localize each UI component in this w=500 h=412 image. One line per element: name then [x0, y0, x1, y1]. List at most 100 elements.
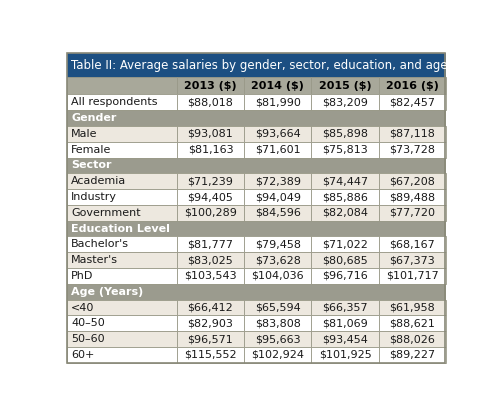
Text: Bachelor's: Bachelor's — [71, 239, 129, 249]
Text: $80,685: $80,685 — [322, 255, 368, 265]
Text: Gender: Gender — [71, 113, 117, 123]
Text: $67,208: $67,208 — [390, 176, 436, 186]
Bar — [312, 331, 379, 347]
Text: $81,990: $81,990 — [255, 97, 300, 107]
Bar — [312, 316, 379, 331]
Text: $81,777: $81,777 — [188, 239, 234, 249]
Text: $84,596: $84,596 — [255, 208, 300, 218]
Bar — [312, 236, 379, 252]
Bar — [67, 268, 177, 284]
Text: Sector: Sector — [71, 160, 112, 171]
Bar — [67, 94, 177, 110]
Text: $87,118: $87,118 — [390, 129, 436, 139]
Text: $102,924: $102,924 — [252, 350, 304, 360]
Text: $82,903: $82,903 — [188, 318, 234, 328]
Bar — [379, 173, 446, 189]
Bar — [177, 205, 244, 221]
Bar — [244, 331, 312, 347]
Text: Age (Years): Age (Years) — [71, 287, 144, 297]
Text: $93,454: $93,454 — [322, 334, 368, 344]
Text: $71,601: $71,601 — [255, 145, 300, 154]
Bar — [244, 347, 312, 363]
Bar — [312, 268, 379, 284]
Bar — [379, 142, 446, 157]
Bar — [379, 268, 446, 284]
Text: $82,457: $82,457 — [390, 97, 436, 107]
Bar — [67, 205, 177, 221]
Text: $66,357: $66,357 — [322, 302, 368, 313]
Text: 2015 ($): 2015 ($) — [319, 81, 372, 91]
Bar — [379, 347, 446, 363]
Bar — [67, 53, 446, 77]
Text: $81,163: $81,163 — [188, 145, 234, 154]
Text: $75,813: $75,813 — [322, 145, 368, 154]
Bar — [67, 284, 446, 300]
Bar — [177, 142, 244, 157]
Text: PhD: PhD — [71, 271, 94, 281]
Bar — [67, 300, 177, 316]
Text: $74,447: $74,447 — [322, 176, 368, 186]
Bar — [379, 300, 446, 316]
Text: 40–50: 40–50 — [71, 318, 105, 328]
Text: $88,621: $88,621 — [390, 318, 436, 328]
Bar — [67, 157, 446, 173]
Text: Female: Female — [71, 145, 112, 154]
Text: 2016 ($): 2016 ($) — [386, 81, 439, 91]
Bar — [177, 347, 244, 363]
Bar — [177, 252, 244, 268]
Text: $89,488: $89,488 — [390, 192, 436, 202]
Text: $94,405: $94,405 — [188, 192, 234, 202]
Text: $103,543: $103,543 — [184, 271, 237, 281]
Bar — [312, 252, 379, 268]
Text: $89,227: $89,227 — [390, 350, 436, 360]
Bar — [244, 316, 312, 331]
Bar — [379, 126, 446, 142]
Text: Industry: Industry — [71, 192, 117, 202]
Text: $73,628: $73,628 — [255, 255, 300, 265]
Bar — [379, 252, 446, 268]
Bar — [379, 205, 446, 221]
Text: $67,373: $67,373 — [390, 255, 436, 265]
Bar — [67, 236, 177, 252]
Text: <40: <40 — [71, 302, 94, 313]
Text: $61,958: $61,958 — [390, 302, 436, 313]
Text: $81,069: $81,069 — [322, 318, 368, 328]
Bar — [244, 94, 312, 110]
Bar — [312, 300, 379, 316]
Text: $101,925: $101,925 — [319, 350, 372, 360]
Bar — [244, 126, 312, 142]
Text: Academia: Academia — [71, 176, 126, 186]
Text: 50–60: 50–60 — [71, 334, 104, 344]
Bar — [177, 268, 244, 284]
Bar — [244, 268, 312, 284]
Bar — [244, 252, 312, 268]
Bar — [244, 142, 312, 157]
Bar — [177, 173, 244, 189]
Text: $94,049: $94,049 — [255, 192, 301, 202]
Text: All respondents: All respondents — [71, 97, 158, 107]
Bar — [312, 126, 379, 142]
Text: $88,018: $88,018 — [188, 97, 234, 107]
Bar — [379, 331, 446, 347]
Bar — [244, 173, 312, 189]
Bar — [379, 94, 446, 110]
Bar — [312, 142, 379, 157]
Text: $96,716: $96,716 — [322, 271, 368, 281]
Bar — [177, 77, 244, 94]
Text: $85,898: $85,898 — [322, 129, 368, 139]
Text: $72,389: $72,389 — [255, 176, 301, 186]
Bar — [312, 205, 379, 221]
Bar — [67, 221, 446, 236]
Text: $83,209: $83,209 — [322, 97, 368, 107]
Bar — [312, 94, 379, 110]
Bar — [312, 77, 379, 94]
Bar — [379, 189, 446, 205]
Bar — [177, 316, 244, 331]
Text: $71,239: $71,239 — [188, 176, 234, 186]
Text: Male: Male — [71, 129, 98, 139]
Text: 2014 ($): 2014 ($) — [252, 81, 304, 91]
Bar — [312, 173, 379, 189]
Bar — [177, 126, 244, 142]
Bar — [67, 142, 177, 157]
Bar — [67, 347, 177, 363]
